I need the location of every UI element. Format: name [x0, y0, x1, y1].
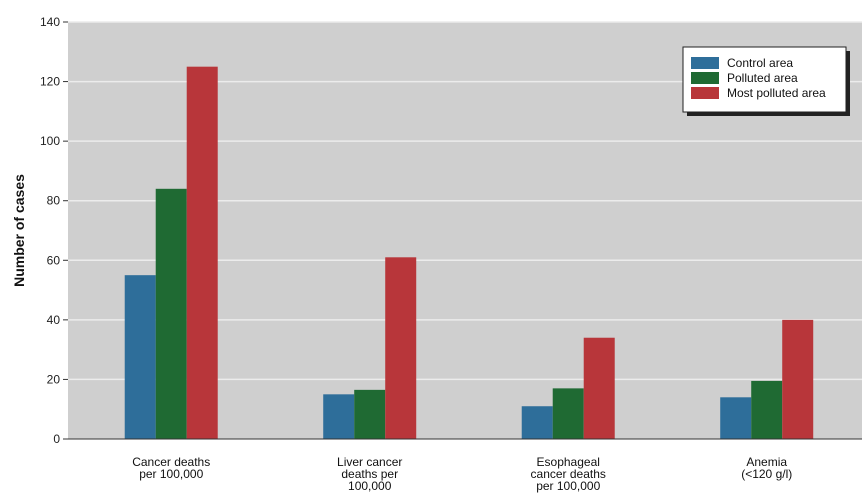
bar [323, 394, 355, 439]
x-category-label: cancer deaths [531, 467, 606, 481]
legend-label: Polluted area [727, 71, 798, 85]
bar [720, 397, 752, 439]
legend-swatch [691, 57, 719, 69]
y-tick-label: 60 [47, 253, 61, 267]
x-category-label: Liver cancer [337, 455, 402, 469]
bar [155, 188, 187, 439]
bar [521, 406, 553, 439]
legend-label: Most polluted area [727, 86, 826, 100]
bar [782, 319, 814, 439]
bar [385, 257, 417, 439]
y-axis-label: Number of cases [11, 174, 27, 287]
bar [186, 66, 218, 439]
bars [124, 66, 814, 439]
x-category-label: (<120 g/l) [741, 467, 792, 481]
y-tick-label: 140 [40, 15, 60, 29]
legend-swatch [691, 87, 719, 99]
legend-label: Control area [727, 56, 793, 70]
bar [583, 337, 615, 439]
y-tick-label: 40 [47, 313, 61, 327]
x-category-label: Esophageal [537, 455, 600, 469]
bar [354, 389, 386, 439]
y-tick-label: 20 [47, 372, 61, 386]
x-category-label: 100,000 [348, 479, 392, 493]
x-category-label: Anemia [746, 455, 787, 469]
x-category-label: per 100,000 [139, 467, 203, 481]
y-tick-label: 80 [47, 194, 61, 208]
x-category-label: deaths per [341, 467, 398, 481]
y-tick-label: 0 [53, 432, 60, 446]
legend-swatch [691, 72, 719, 84]
bar [552, 388, 584, 439]
x-category-label: Cancer deaths [132, 455, 210, 469]
bar [124, 275, 156, 439]
x-category-label: per 100,000 [536, 479, 600, 493]
y-axis-ticks: 0 20 40 60 80 100 120 140 [40, 15, 68, 446]
bar [751, 380, 783, 439]
y-tick-label: 120 [40, 75, 60, 89]
y-tick-label: 100 [40, 134, 60, 148]
